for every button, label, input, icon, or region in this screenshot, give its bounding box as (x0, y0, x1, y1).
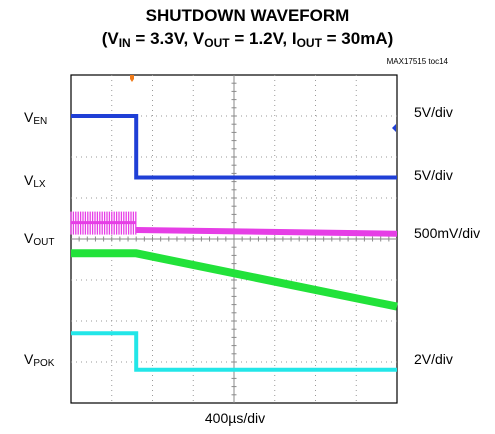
series-vlx-line (136, 227, 398, 237)
label-ven-sub: EN (33, 116, 48, 127)
series-ven (71, 114, 397, 180)
subtitle-iout-val: = 30mA) (321, 29, 394, 48)
label-vout-main: V (24, 230, 34, 246)
series-vout (71, 249, 398, 311)
subtitle-vout-sub: OUT (204, 36, 230, 50)
timebase-label: 400µs/div (204, 410, 266, 426)
subtitle-vin-val: = 3.3V, V (130, 29, 205, 48)
part-tag: MAX17515 toc14 (386, 57, 448, 66)
label-vlx-sub: LX (33, 179, 46, 190)
series-vpok-line (71, 331, 397, 372)
series-vlx (70, 211, 398, 237)
subtitle-iout-sub: OUT (296, 36, 322, 50)
chart-subtitle: (VIN = 3.3V, VOUT = 1.2V, IOUT = 30mA) (0, 29, 495, 53)
scale-vpok: 2V/div (414, 351, 453, 367)
subtitle-vout-val: = 1.2V, I (229, 29, 297, 48)
scale-vout: 500mV/div (414, 225, 481, 241)
label-vout: VOUT (24, 230, 54, 251)
label-vpok: VPOK (24, 351, 54, 372)
subtitle-open: (V (101, 29, 119, 48)
series-ven-line (71, 114, 397, 180)
label-vout-sub: OUT (33, 237, 55, 248)
label-vlx: VLX (24, 172, 46, 193)
label-vpok-sub: POK (33, 358, 55, 369)
plot-markers (130, 75, 396, 132)
plot-traces (70, 114, 398, 372)
label-vlx-main: V (24, 172, 34, 188)
scale-vlx: 5V/div (414, 167, 453, 183)
series-vout-line (71, 249, 398, 311)
trigger-level-marker (392, 124, 396, 132)
subtitle-vin-sub: IN (118, 36, 131, 50)
label-ven-main: V (24, 109, 34, 125)
label-vpok-main: V (24, 351, 34, 367)
chart-title: SHUTDOWN WAVEFORM (145, 6, 350, 25)
scale-ven: 5V/div (414, 104, 453, 120)
label-ven: VEN (24, 109, 47, 130)
trigger-marker (130, 75, 134, 82)
series-vpok (71, 331, 397, 372)
